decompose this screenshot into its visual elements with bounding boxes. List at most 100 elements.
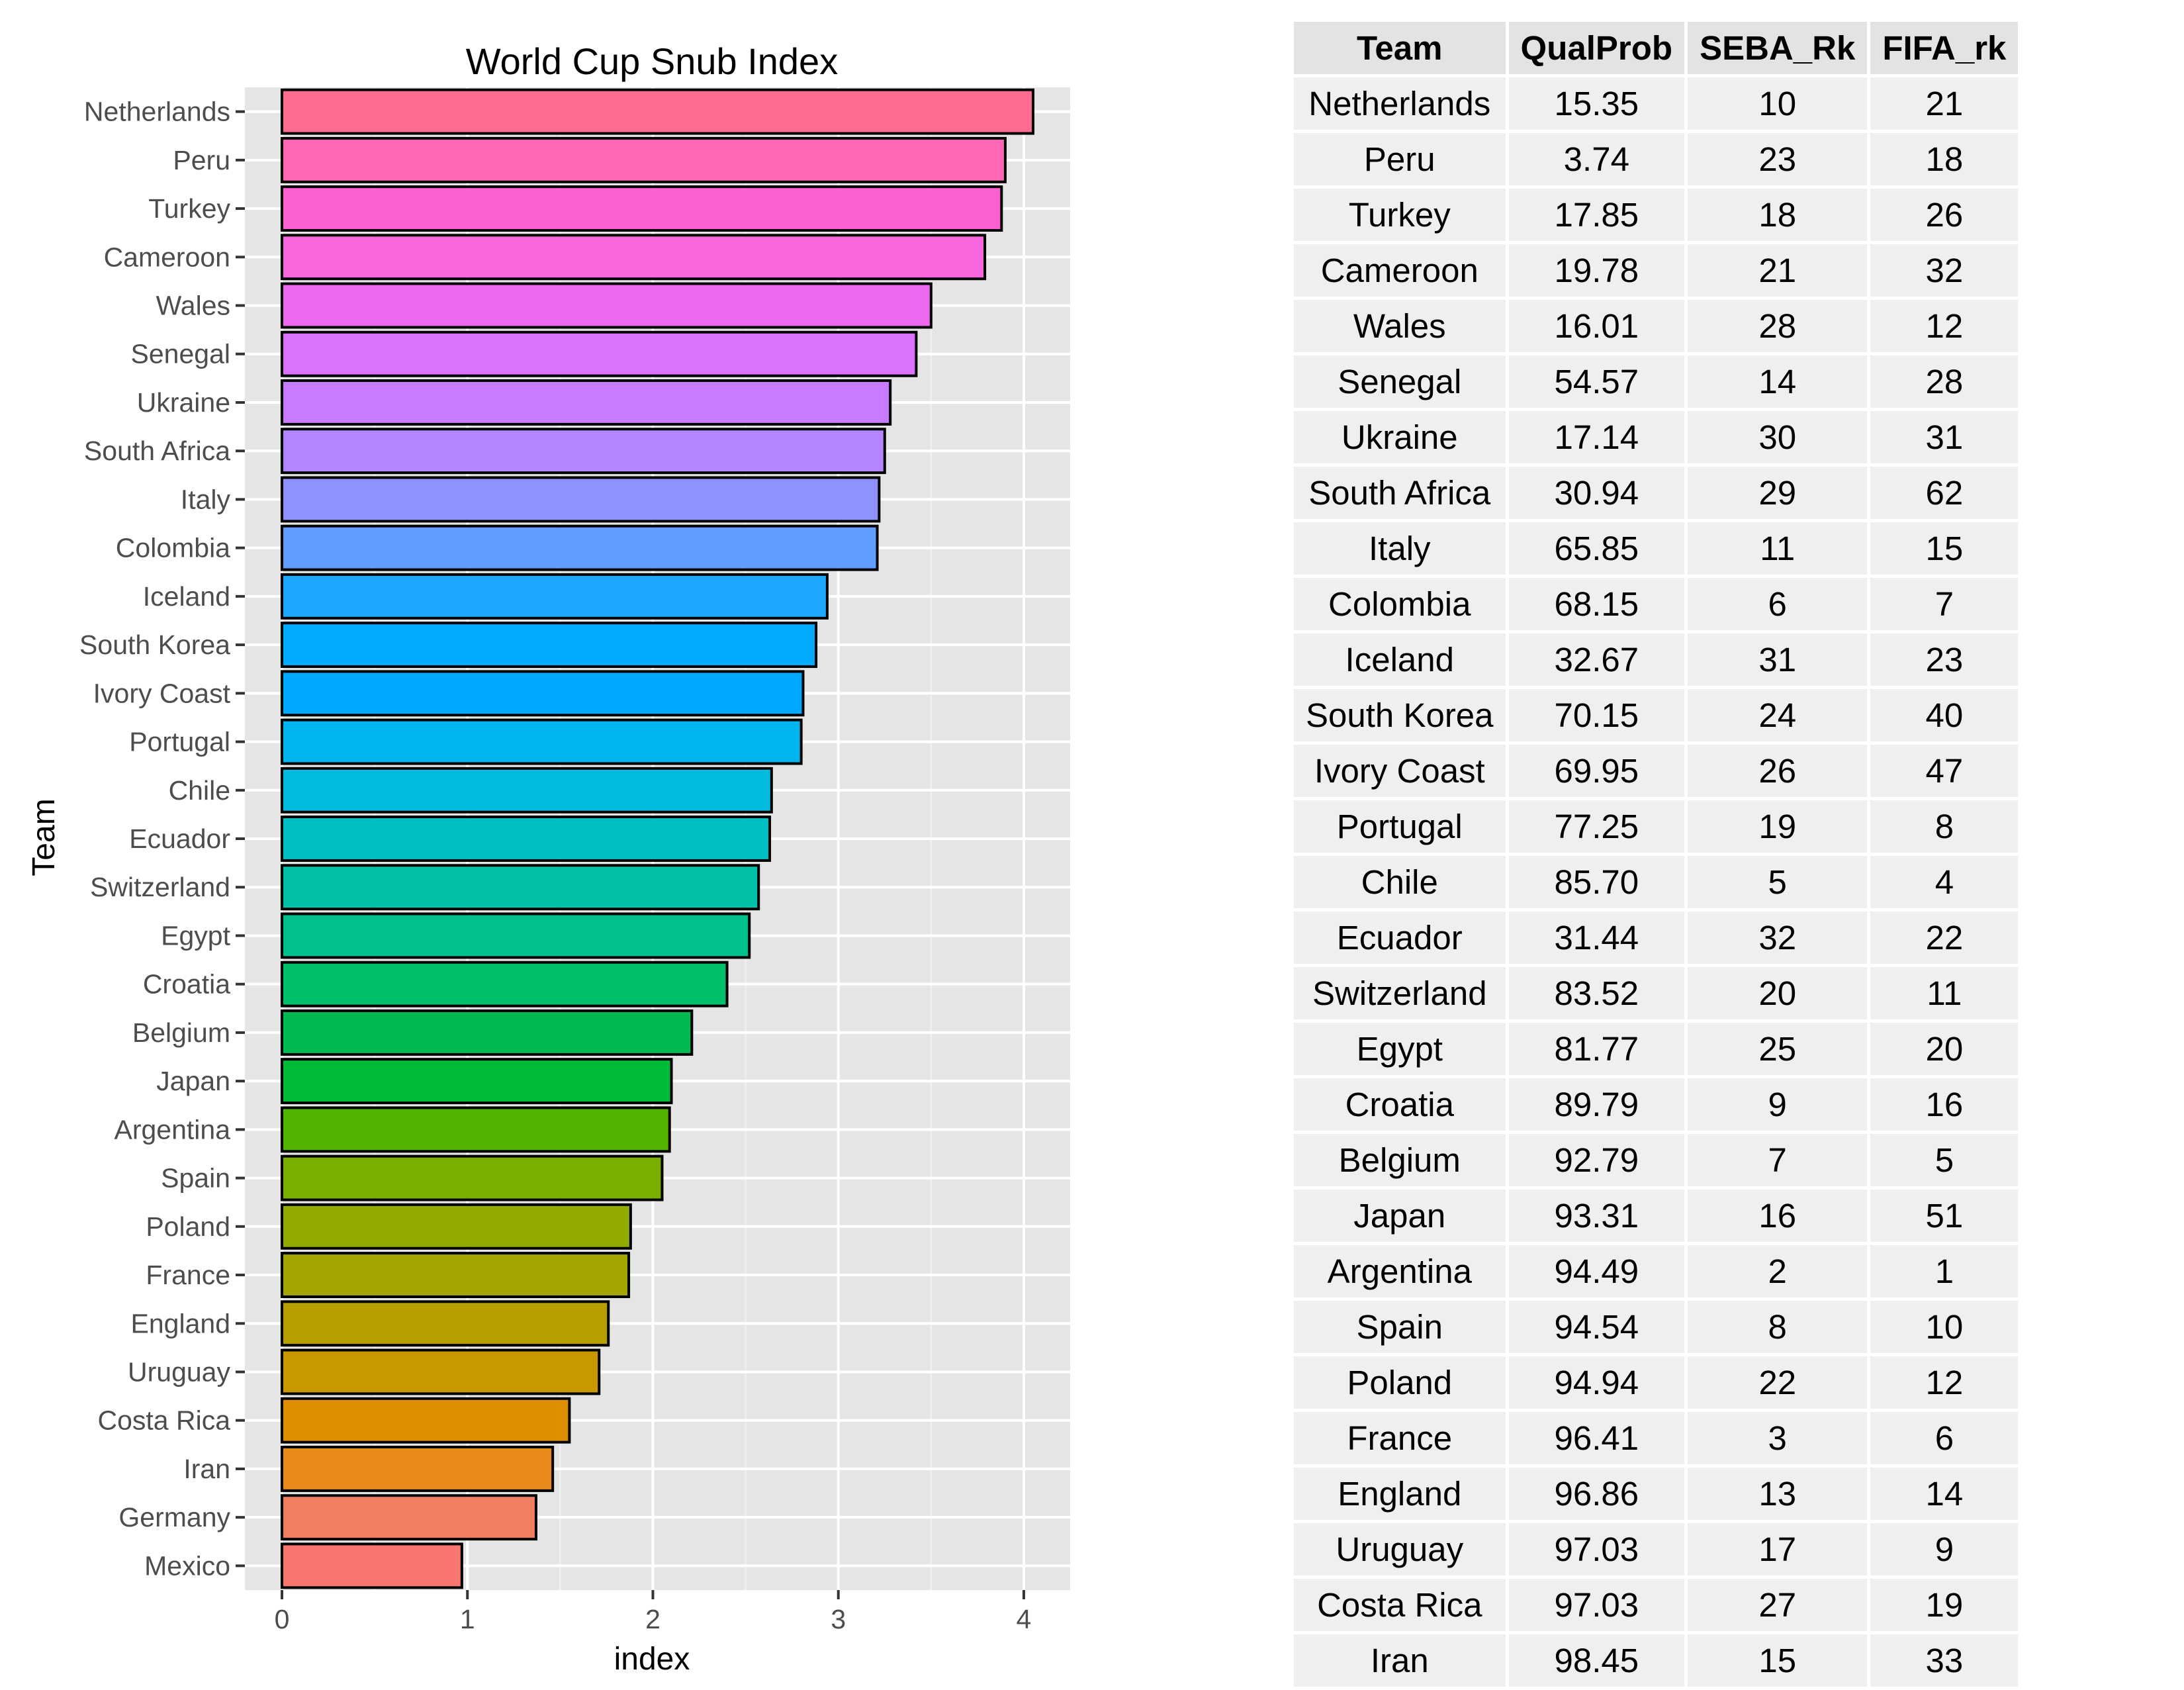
table-cell: 5 <box>1688 856 1868 908</box>
table-cell: 12 <box>1870 1356 2019 1409</box>
bar <box>281 622 818 669</box>
table-cell: 83.52 <box>1508 967 1685 1019</box>
y-tick-label: Ecuador <box>129 823 230 854</box>
bar <box>281 961 729 1008</box>
table-cell: 31.44 <box>1508 912 1685 964</box>
table-cell: Senegal <box>1294 355 1506 408</box>
bar <box>281 1494 537 1541</box>
table-row: Peru 3.74 23 18 <box>1294 133 2019 185</box>
table-cell: 10 <box>1870 1301 2019 1353</box>
table-cell: 22 <box>1870 912 2019 964</box>
bar <box>281 185 1003 232</box>
table-cell: 85.70 <box>1508 856 1685 908</box>
table-cell: 20 <box>1688 967 1868 1019</box>
bar <box>281 1058 673 1105</box>
table-row: Uruguay 97.03 17 9 <box>1294 1523 2019 1575</box>
column-header: FIFA_rk <box>1870 22 2019 74</box>
table-cell: 19.78 <box>1508 244 1685 297</box>
x-tick-label: 3 <box>831 1604 846 1634</box>
table-cell: 7 <box>1870 578 2019 630</box>
table-cell: 96.86 <box>1508 1468 1685 1520</box>
table-row: Iceland 32.67 31 23 <box>1294 634 2019 686</box>
table-cell: 15 <box>1870 522 2019 575</box>
table-cell: 18 <box>1870 133 2019 185</box>
y-tick-label: Argentina <box>114 1114 230 1145</box>
table-cell: 16 <box>1870 1078 2019 1131</box>
y-tick-label: France <box>146 1260 230 1290</box>
y-tick-label: Peru <box>173 145 230 175</box>
x-tick-label: 4 <box>1017 1604 1032 1634</box>
table-cell: 11 <box>1870 967 2019 1019</box>
table-cell: Iceland <box>1294 634 1506 686</box>
y-tick-label: Ukraine <box>137 387 230 418</box>
y-axis: Netherlands Peru Turkey Cameroon Wales Senega… <box>79 97 245 1581</box>
y-tick-label: Croatia <box>143 969 230 1000</box>
table-row: Croatia 89.79 9 16 <box>1294 1078 2019 1131</box>
table-row: Ecuador 31.44 32 22 <box>1294 912 2019 964</box>
table-row: Chile 85.70 5 4 <box>1294 856 2019 908</box>
table-cell: 14 <box>1870 1468 2019 1520</box>
column-header: SEBA_Rk <box>1688 22 1868 74</box>
table-row: England 96.86 13 14 <box>1294 1468 2019 1520</box>
table-cell: 32 <box>1870 244 2019 297</box>
table-row: Italy 65.85 11 15 <box>1294 522 2019 575</box>
table-row: Senegal 54.57 14 28 <box>1294 355 2019 408</box>
table-cell: France <box>1294 1412 1506 1464</box>
y-tick-label: Netherlands <box>84 97 230 127</box>
table-cell: 9 <box>1688 1078 1868 1131</box>
table-cell: 19 <box>1688 800 1868 853</box>
table-row: Switzerland 83.52 20 11 <box>1294 967 2019 1019</box>
table-row: Ivory Coast 69.95 26 47 <box>1294 745 2019 797</box>
table-row: Argentina 94.49 2 1 <box>1294 1245 2019 1297</box>
table-cell: 12 <box>1870 300 2019 352</box>
table-cell: 17 <box>1688 1523 1868 1575</box>
table-cell: Egypt <box>1294 1023 1506 1075</box>
bar <box>281 379 892 426</box>
bar <box>281 1300 610 1347</box>
bar <box>281 718 803 765</box>
table-cell: South Africa <box>1294 467 1506 519</box>
y-tick-label: Colombia <box>116 533 230 563</box>
table-cell: Colombia <box>1294 578 1506 630</box>
table-row: South Africa 30.94 29 62 <box>1294 467 2019 519</box>
table-cell: 11 <box>1688 522 1868 575</box>
table-cell: 47 <box>1870 745 2019 797</box>
y-tick-label: Poland <box>146 1211 230 1242</box>
table-cell: 2 <box>1688 1245 1868 1297</box>
bar <box>281 1348 601 1395</box>
table-cell: England <box>1294 1468 1506 1520</box>
bar <box>281 864 760 911</box>
bar <box>281 234 987 281</box>
table-cell: 28 <box>1688 300 1868 352</box>
y-tick-label: Portugal <box>129 727 230 757</box>
y-tick-label: Senegal <box>131 339 230 369</box>
table-cell: Netherlands <box>1294 77 1506 130</box>
table-cell: Croatia <box>1294 1078 1506 1131</box>
x-tick-label: 1 <box>460 1604 475 1634</box>
column-header: QualProb <box>1508 22 1685 74</box>
table-cell: 1 <box>1870 1245 2019 1297</box>
table-row: South Korea 70.15 24 40 <box>1294 689 2019 741</box>
y-tick-label: Chile <box>169 775 230 806</box>
y-tick-label: Japan <box>156 1066 230 1096</box>
table-cell: 8 <box>1870 800 2019 853</box>
bar <box>281 912 751 959</box>
bar <box>281 1154 664 1201</box>
bar <box>281 1542 463 1589</box>
table-cell: 4 <box>1870 856 2019 908</box>
table-cell: 68.15 <box>1508 578 1685 630</box>
chart-title: World Cup Snub Index <box>466 40 838 82</box>
table-row: Japan 93.31 16 51 <box>1294 1190 2019 1242</box>
table-cell: 29 <box>1688 467 1868 519</box>
table-cell: 15 <box>1688 1634 1868 1687</box>
table-cell: 14 <box>1688 355 1868 408</box>
bar <box>281 1106 671 1153</box>
table-cell: 54.57 <box>1508 355 1685 408</box>
table-cell: Portugal <box>1294 800 1506 853</box>
table-row: Netherlands 15.35 10 21 <box>1294 77 2019 130</box>
y-tick-label: Egypt <box>161 920 230 951</box>
table-cell: 31 <box>1688 634 1868 686</box>
table-cell: Ivory Coast <box>1294 745 1506 797</box>
table-cell: Ecuador <box>1294 912 1506 964</box>
y-tick-label: South Africa <box>84 436 230 466</box>
